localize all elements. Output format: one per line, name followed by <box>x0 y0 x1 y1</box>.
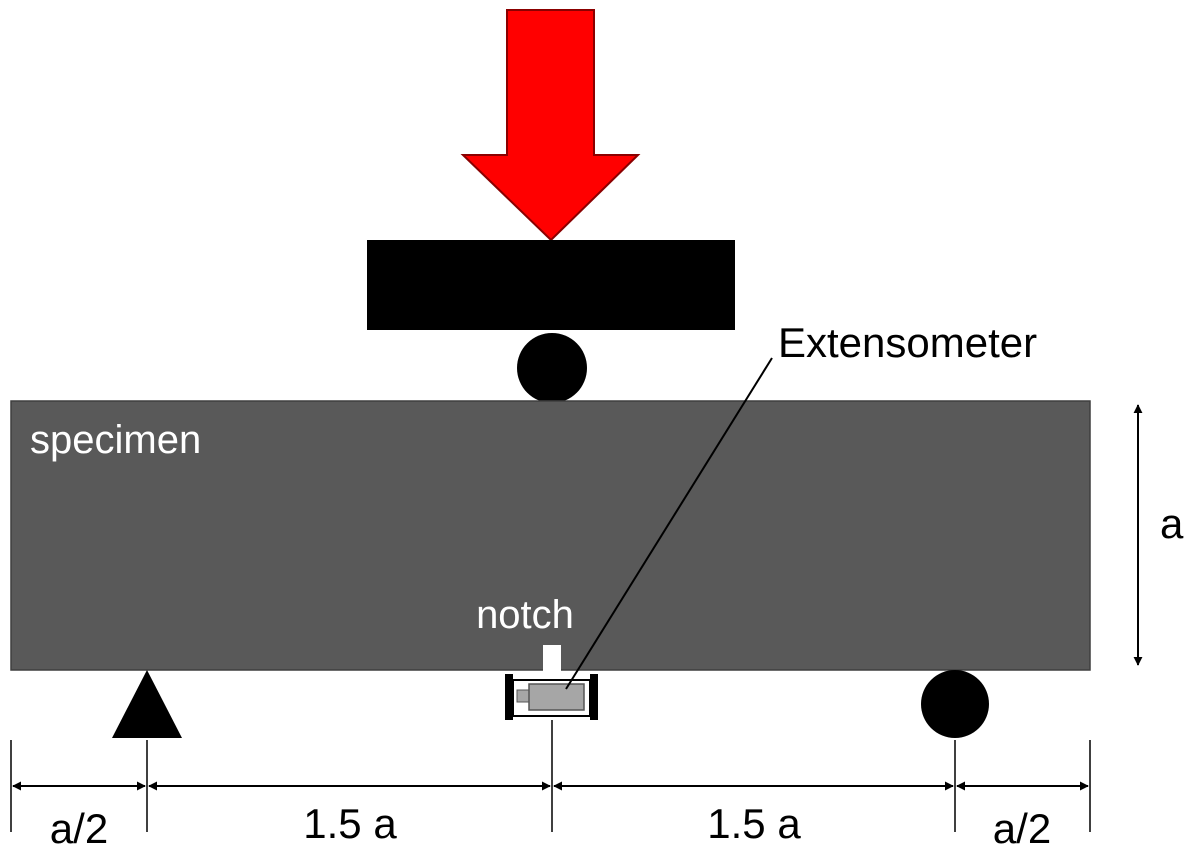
left-support-triangle <box>112 670 182 738</box>
loading-roller <box>517 333 587 403</box>
right-support-roller <box>921 670 989 738</box>
load-arrow <box>460 9 641 242</box>
loading-plate <box>367 240 735 330</box>
dimension-extension-lines <box>10 720 1091 832</box>
notch-label: notch <box>476 593 574 637</box>
extensometer-label: Extensometer <box>778 319 1037 366</box>
specimen-label: specimen <box>30 418 201 462</box>
height-label: a <box>1160 500 1184 547</box>
dim-label-left-span: 1.5 a <box>303 800 397 847</box>
dim-label-left-end: a/2 <box>50 805 108 850</box>
extensometer-leader-line <box>565 357 773 690</box>
dim-label-right-span: 1.5 a <box>707 800 801 847</box>
dim-label-right-end: a/2 <box>993 805 1051 850</box>
notch-cut <box>543 645 561 671</box>
specimen-beam <box>10 400 1091 671</box>
extensometer <box>505 674 598 720</box>
